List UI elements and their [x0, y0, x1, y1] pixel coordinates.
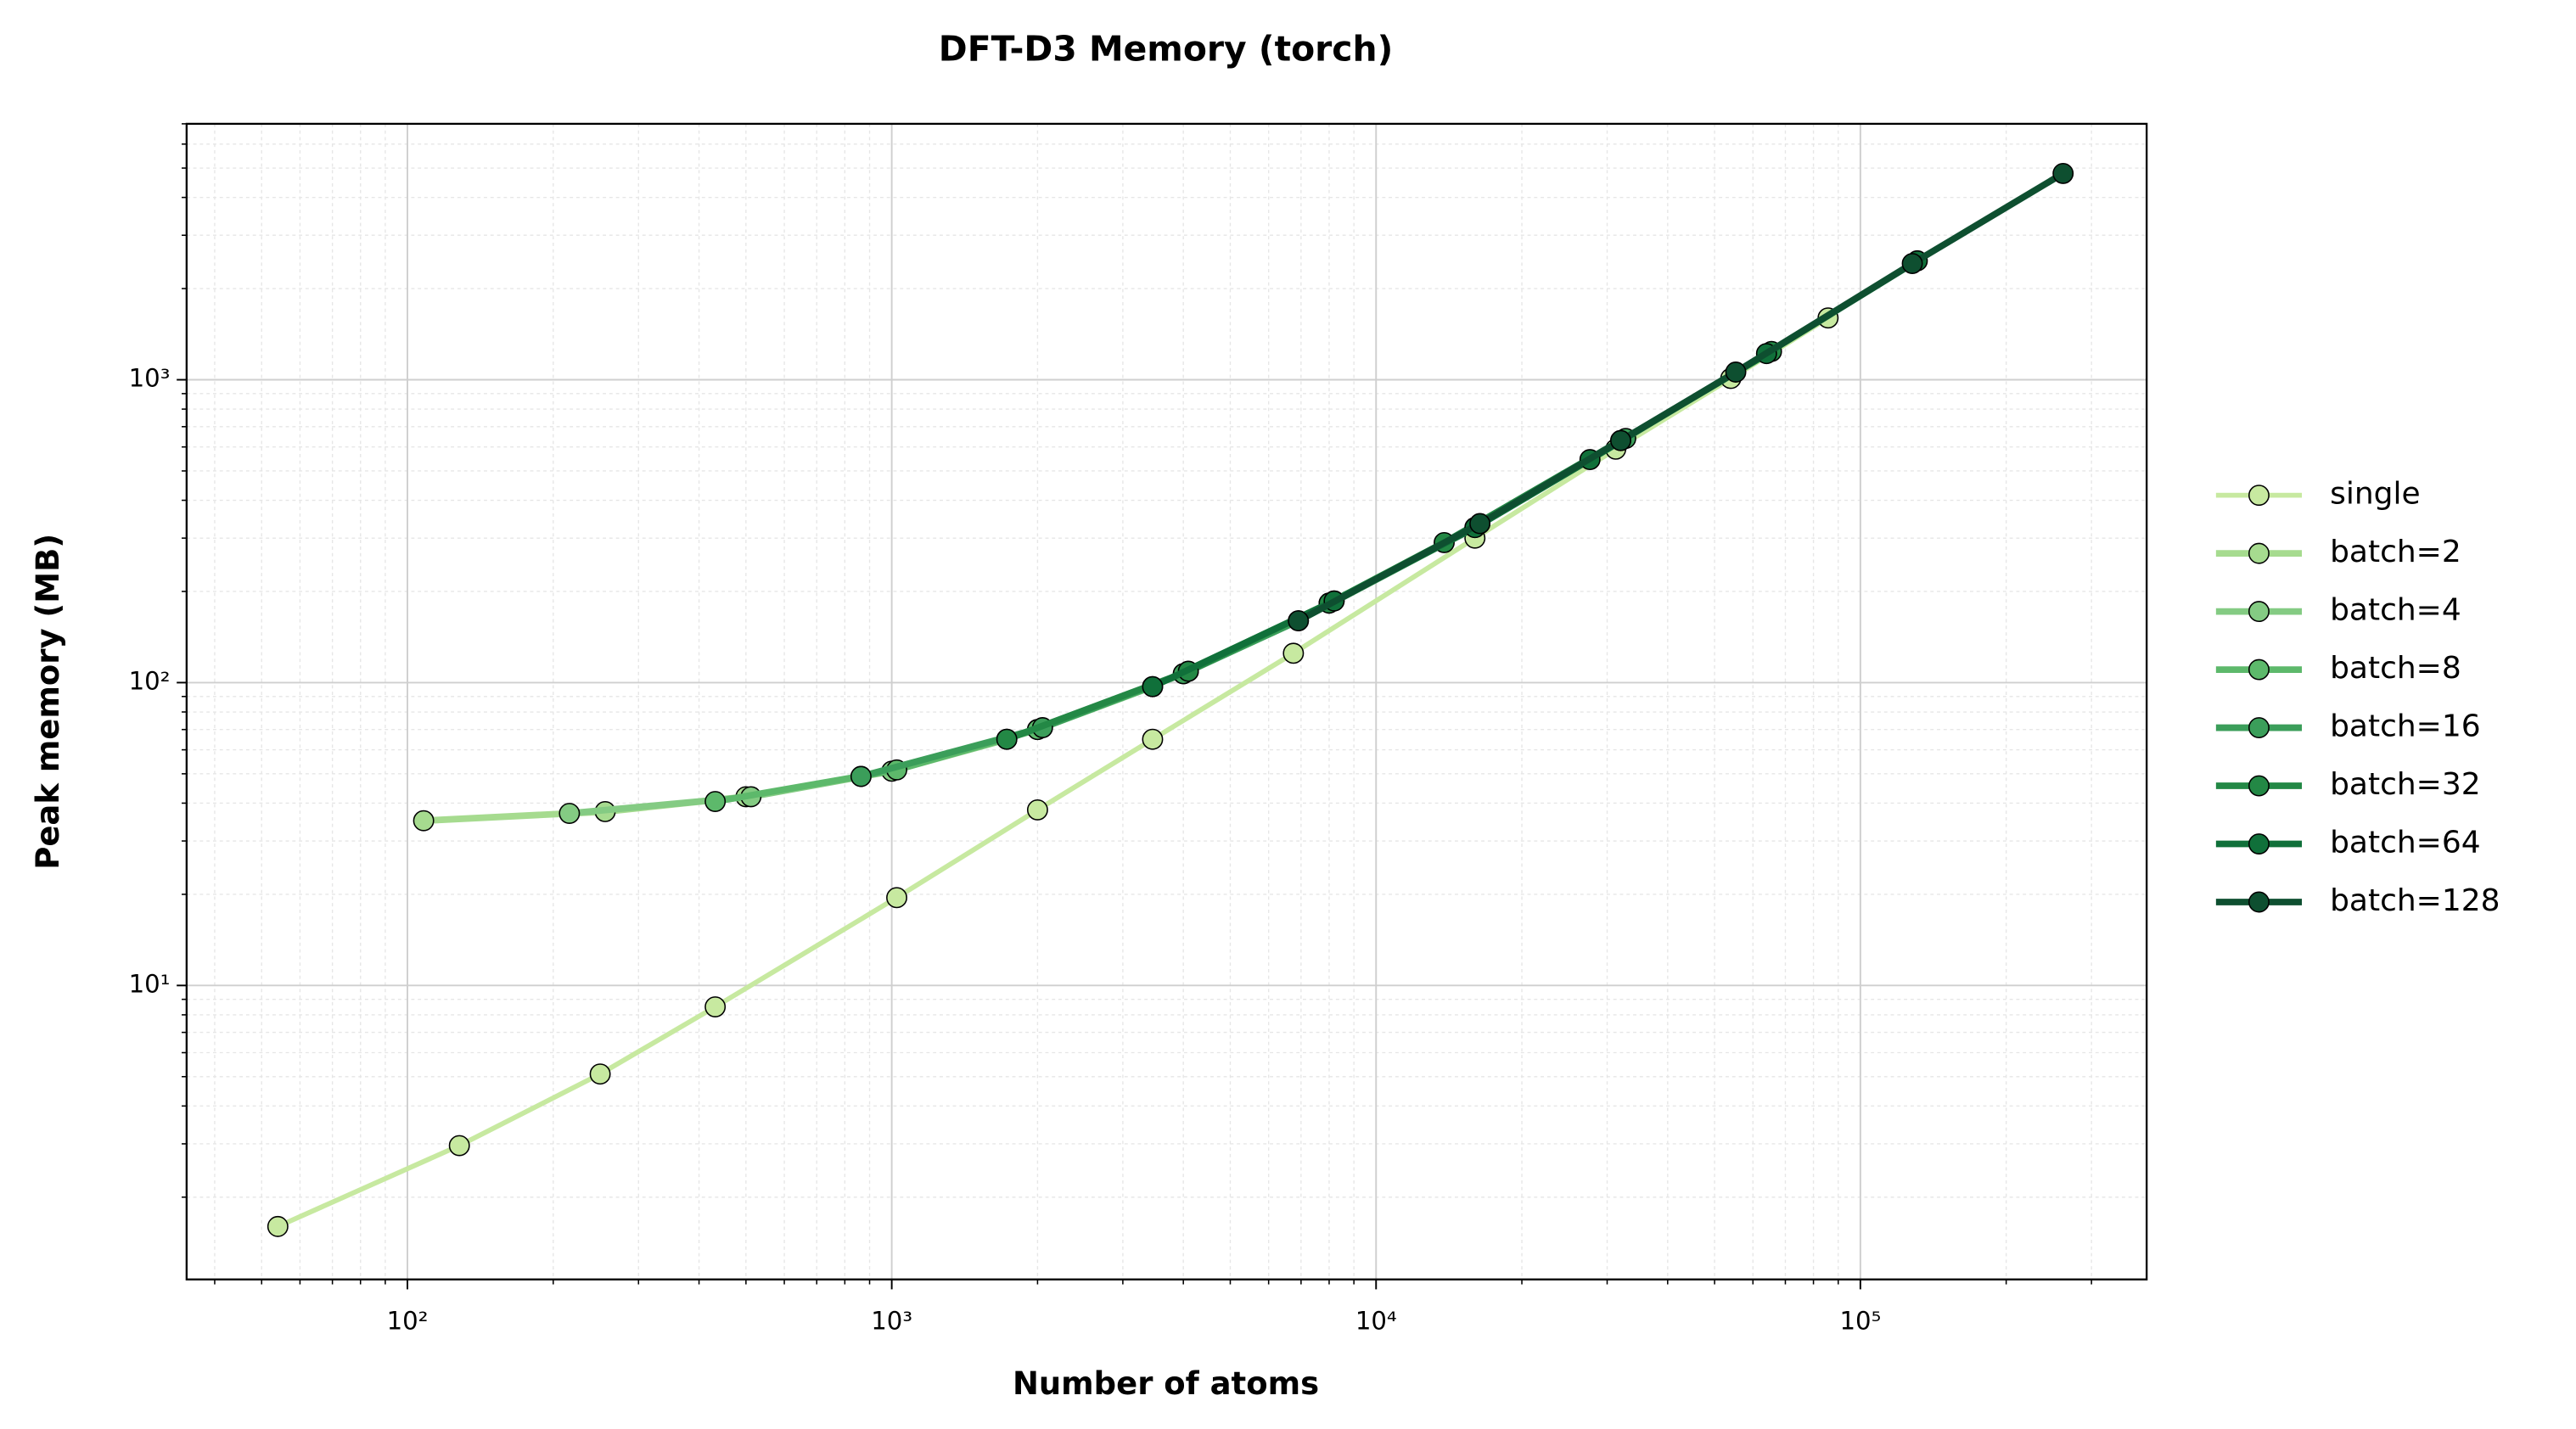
data-point	[1610, 429, 1631, 451]
x-tick-label: 10⁴	[1355, 1306, 1397, 1335]
series-line	[1294, 170, 2067, 625]
data-point	[589, 1063, 611, 1085]
axes: 10² 10³ 10⁴ 10⁵ 10¹ 10² 10³	[129, 123, 2092, 1335]
legend: single batch=2 batch=4 batch=8 batch=16 batch…	[2215, 477, 2500, 918]
data-point	[850, 765, 872, 787]
y-tick-label: 10³	[129, 364, 171, 393]
data-point	[1469, 513, 1491, 535]
data-point	[704, 791, 727, 812]
legend-label: batch=8	[2330, 651, 2461, 686]
plot-area	[267, 162, 2074, 1237]
y-tick-label: 10²	[129, 666, 171, 695]
y-axis-label: Peak memory (MB)	[30, 534, 66, 870]
legend-label: single	[2330, 477, 2421, 512]
legend-marker	[2248, 717, 2270, 739]
data-point	[448, 1135, 470, 1157]
data-point	[1725, 361, 1747, 383]
legend-label: batch=2	[2330, 535, 2461, 569]
legend-label: batch=32	[2330, 767, 2481, 802]
x-axis-label: Number of atoms	[1013, 1365, 1319, 1402]
legend-marker	[2248, 833, 2270, 855]
legend-marker	[2248, 658, 2270, 681]
legend-label: batch=16	[2330, 709, 2481, 744]
data-point	[1901, 253, 1923, 274]
data-point	[2052, 162, 2074, 184]
x-tick-label: 10²	[387, 1306, 429, 1335]
legend-marker	[2248, 891, 2270, 913]
legend-label: batch=128	[2330, 883, 2500, 918]
x-tick-label: 10⁵	[1839, 1306, 1881, 1335]
data-point	[1142, 728, 1164, 750]
data-point	[558, 803, 581, 824]
chart-title: DFT-D3 Memory (torch)	[939, 28, 1393, 69]
data-point	[704, 996, 727, 1017]
data-point	[996, 728, 1018, 750]
legend-marker	[2248, 601, 2270, 623]
legend-label: batch=64	[2330, 826, 2481, 860]
data-point	[412, 810, 435, 832]
legend-marker	[2248, 542, 2270, 564]
data-point	[1142, 675, 1164, 698]
data-point	[1282, 642, 1305, 664]
y-tick-label: 10¹	[129, 969, 171, 998]
legend-label: batch=4	[2330, 593, 2461, 628]
plot-frame	[185, 122, 2148, 1280]
legend-marker	[2248, 775, 2270, 797]
data-point	[1026, 799, 1048, 821]
grid	[186, 123, 2147, 1280]
x-tick-label: 10³	[871, 1306, 912, 1335]
data-point	[1288, 610, 1310, 632]
legend-marker	[2248, 485, 2270, 507]
data-point	[267, 1215, 289, 1237]
data-point	[886, 887, 907, 909]
